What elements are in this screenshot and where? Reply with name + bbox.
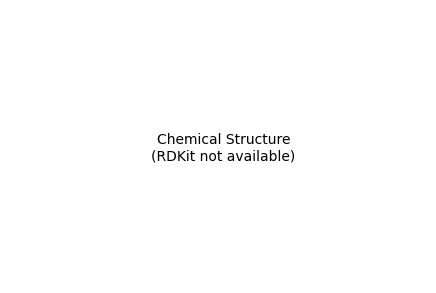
Text: Chemical Structure
(RDKit not available): Chemical Structure (RDKit not available) [151,133,296,163]
